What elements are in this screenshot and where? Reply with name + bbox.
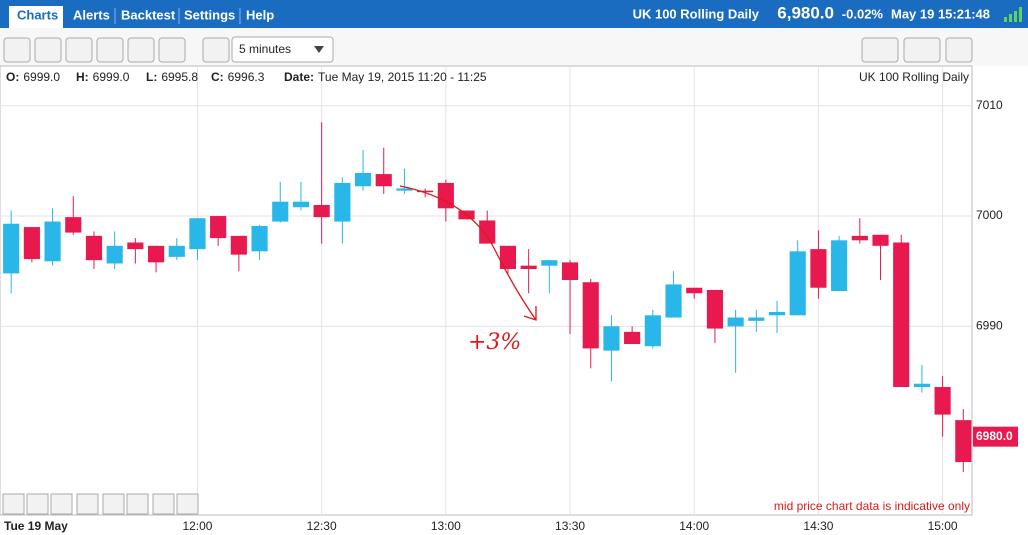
info-label: C: [211, 70, 224, 84]
candle-body [334, 182, 351, 222]
price: 6,980.0 [777, 3, 834, 22]
candle-body [561, 262, 579, 281]
candle-body [437, 182, 454, 209]
chart-name: UK 100 Rolling Daily [859, 70, 969, 84]
candle-body [893, 242, 910, 388]
x-tick-label: 13:00 [431, 519, 461, 533]
x-tick-label: 14:30 [803, 519, 833, 533]
candle-body [168, 245, 185, 257]
candle-body [106, 245, 123, 264]
candle-body [85, 235, 103, 261]
nav-item[interactable]: Charts [17, 7, 58, 22]
candle-body [665, 284, 682, 318]
candle-body [65, 217, 82, 233]
candle-body [872, 234, 889, 246]
toolbar-buttons[interactable] [3, 37, 973, 63]
x-tick-label: 12:00 [182, 519, 212, 533]
x-tick-label: 13:30 [555, 519, 585, 533]
candle-body [582, 282, 599, 349]
candle-body [417, 190, 434, 193]
interval-label[interactable]: 5 minutes [239, 42, 291, 56]
candle-body [230, 235, 247, 255]
candle-body [727, 317, 744, 327]
hand-arrow [399, 185, 537, 321]
instrument: UK 100 Rolling Daily [633, 6, 760, 21]
dropdown-arrow [314, 46, 324, 53]
candle-body [210, 216, 227, 239]
candle-body [913, 383, 930, 388]
info-row: O: 6999.0 H: 6999.0 L: 6995.8 C: 6996.3 Date: Tue… [6, 70, 487, 84]
plot-frame [0, 65, 973, 516]
active-tab [9, 6, 63, 28]
nav-item[interactable]: Settings [184, 7, 235, 22]
x-tick-label: 12:30 [307, 519, 337, 533]
nav-item[interactable]: Help [246, 7, 274, 22]
candle-body [644, 315, 661, 347]
candle-body [272, 201, 289, 222]
x-tick-label: 15:00 [928, 519, 958, 533]
info-label: H: [76, 70, 89, 84]
drawing-tools[interactable] [2, 493, 199, 515]
candle-body [624, 331, 641, 345]
candle-body [189, 218, 206, 250]
candle-body [354, 173, 372, 187]
change: -0.02% [842, 6, 884, 21]
candle-body [499, 245, 517, 269]
candle-body [789, 251, 806, 316]
candle-body [396, 188, 413, 191]
candle-body [251, 225, 268, 252]
candle-body [3, 223, 20, 274]
last-price-label: 6980.0 [976, 429, 1013, 443]
candle-body [147, 245, 165, 263]
x-tick-label: 14:00 [679, 519, 709, 533]
candle-body [479, 220, 496, 244]
nav-item[interactable]: Backtest [121, 7, 176, 22]
info-label: Date: [284, 70, 314, 84]
info-value: 6995.8 [161, 70, 198, 84]
y-tick-label: 6990 [976, 319, 1003, 333]
candle-body [44, 221, 61, 262]
header-bar [0, 0, 1028, 28]
candle-body [955, 420, 972, 463]
info-label: O: [6, 70, 19, 84]
last-price-box [973, 426, 1018, 447]
plot [0, 66, 972, 515]
candle-body [831, 240, 848, 292]
candle-body [292, 201, 310, 208]
signal-icon [1004, 7, 1022, 22]
interval-dropdown[interactable] [231, 36, 334, 63]
candle-body [934, 387, 951, 415]
candle-body [768, 312, 786, 316]
candle-body [541, 260, 558, 266]
candle-body [603, 326, 620, 351]
candle-body [706, 289, 723, 329]
candle-body [375, 174, 392, 187]
disclaimer: mid price chart data is indicative only [774, 499, 970, 513]
info-value: Tue May 19, 2015 11:20 - 11:25 [318, 70, 487, 84]
nav-item[interactable]: Alerts [73, 7, 110, 22]
candle-body [127, 242, 144, 250]
info-value: 6999.0 [93, 70, 130, 84]
candle-body [748, 317, 765, 321]
y-tick-label: 7010 [976, 98, 1003, 112]
day-label: Tue 19 May [4, 519, 68, 533]
info-label: L: [146, 70, 157, 84]
candle-body [520, 265, 537, 269]
candle-body [23, 227, 40, 260]
candle-body [686, 287, 703, 294]
info-value: 6996.3 [228, 70, 265, 84]
annotation: +3% [468, 330, 521, 355]
y-tick-label: 7000 [976, 208, 1003, 222]
candle-body [851, 235, 868, 241]
datetime: May 19 15:21:48 [891, 6, 990, 21]
candle-body [810, 249, 827, 288]
info-value: 6999.0 [23, 70, 60, 84]
candle-body [313, 205, 330, 218]
